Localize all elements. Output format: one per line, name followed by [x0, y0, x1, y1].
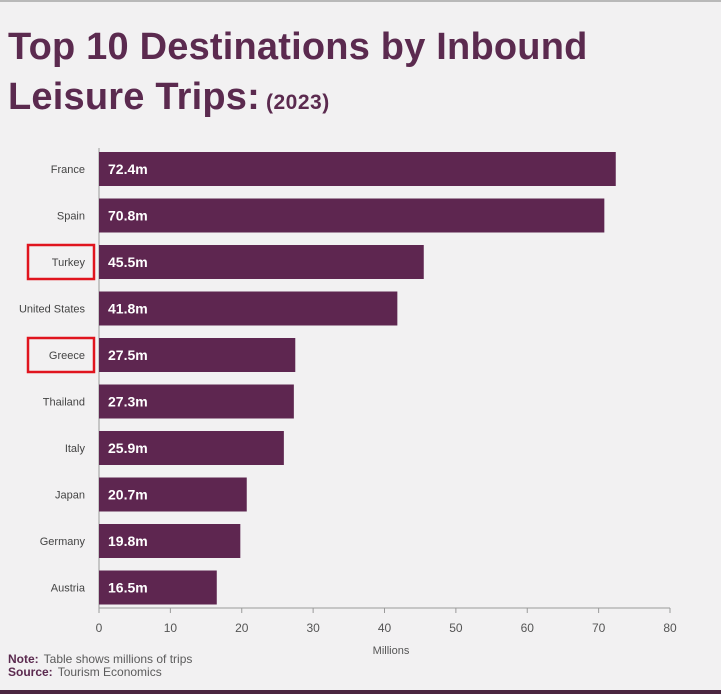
title-year: (2023): [266, 91, 330, 114]
x-tick-label-60: 60: [521, 621, 535, 635]
category-label-united-states: United States: [19, 304, 86, 316]
x-tick-label-30: 30: [306, 621, 320, 635]
x-tick-label-20: 20: [235, 621, 249, 635]
x-tick-label-80: 80: [663, 621, 677, 635]
bar-greece: [99, 338, 296, 372]
data-label-united-states: 41.8m: [108, 301, 148, 317]
note-text: Table shows millions of trips: [43, 652, 193, 666]
x-tick-label-0: 0: [96, 621, 103, 635]
highlight-box-greece: [26, 336, 96, 374]
bar-germany: [99, 524, 241, 558]
bar-japan: [99, 477, 247, 512]
bar-united-states: [99, 291, 398, 326]
footer-notes: Note: Table shows millions of trips Sourc…: [8, 653, 192, 679]
data-label-germany: 19.8m: [108, 533, 148, 549]
data-label-thailand: 27.3m: [108, 394, 148, 410]
data-label-italy: 25.9m: [108, 440, 148, 456]
category-label-thailand: Thailand: [43, 397, 85, 409]
top-border: [0, 0, 721, 2]
title-line-2: Leisure Trips: (2023): [8, 72, 708, 128]
data-label-france: 72.4m: [108, 161, 148, 177]
chart-title: Top 10 Destinations by Inbound Leisure T…: [8, 22, 708, 128]
data-label-spain: 70.8m: [108, 208, 148, 224]
x-tick-label-70: 70: [592, 621, 606, 635]
category-label-france: France: [51, 164, 85, 176]
data-label-turkey: 45.5m: [108, 254, 148, 270]
source-label: Source:: [8, 665, 53, 679]
highlight-box-turkey: [26, 243, 96, 281]
data-label-austria: 16.5m: [108, 580, 148, 596]
bar-turkey: [99, 245, 424, 279]
x-tick-label-50: 50: [449, 621, 463, 635]
category-label-germany: Germany: [40, 536, 86, 548]
title-line-1: Top 10 Destinations by Inbound: [8, 26, 588, 68]
x-axis-title: Millions: [373, 645, 410, 657]
data-label-greece: 27.5m: [108, 347, 148, 363]
x-tick-label-40: 40: [378, 621, 392, 635]
title-line-2-text: Leisure Trips:: [8, 76, 260, 118]
category-label-austria: Austria: [51, 583, 86, 595]
category-label-spain: Spain: [57, 211, 85, 223]
data-label-japan: 20.7m: [108, 487, 148, 503]
bar-thailand: [99, 384, 294, 419]
category-label-turkey: Turkey: [52, 257, 86, 269]
source-text: Tourism Economics: [57, 665, 162, 679]
category-label-italy: Italy: [65, 443, 86, 455]
bottom-border: [0, 690, 721, 694]
bar-austria: [99, 570, 217, 605]
bar-spain: [99, 198, 605, 233]
category-label-japan: Japan: [55, 490, 85, 502]
bar-italy: [99, 431, 284, 465]
x-tick-label-10: 10: [164, 621, 178, 635]
category-label-greece: Greece: [49, 350, 85, 362]
source-line: Source: Tourism Economics: [8, 666, 192, 679]
note-label: Note:: [8, 652, 39, 666]
bar-france: [99, 152, 616, 186]
note-line: Note: Table shows millions of trips: [8, 653, 192, 666]
